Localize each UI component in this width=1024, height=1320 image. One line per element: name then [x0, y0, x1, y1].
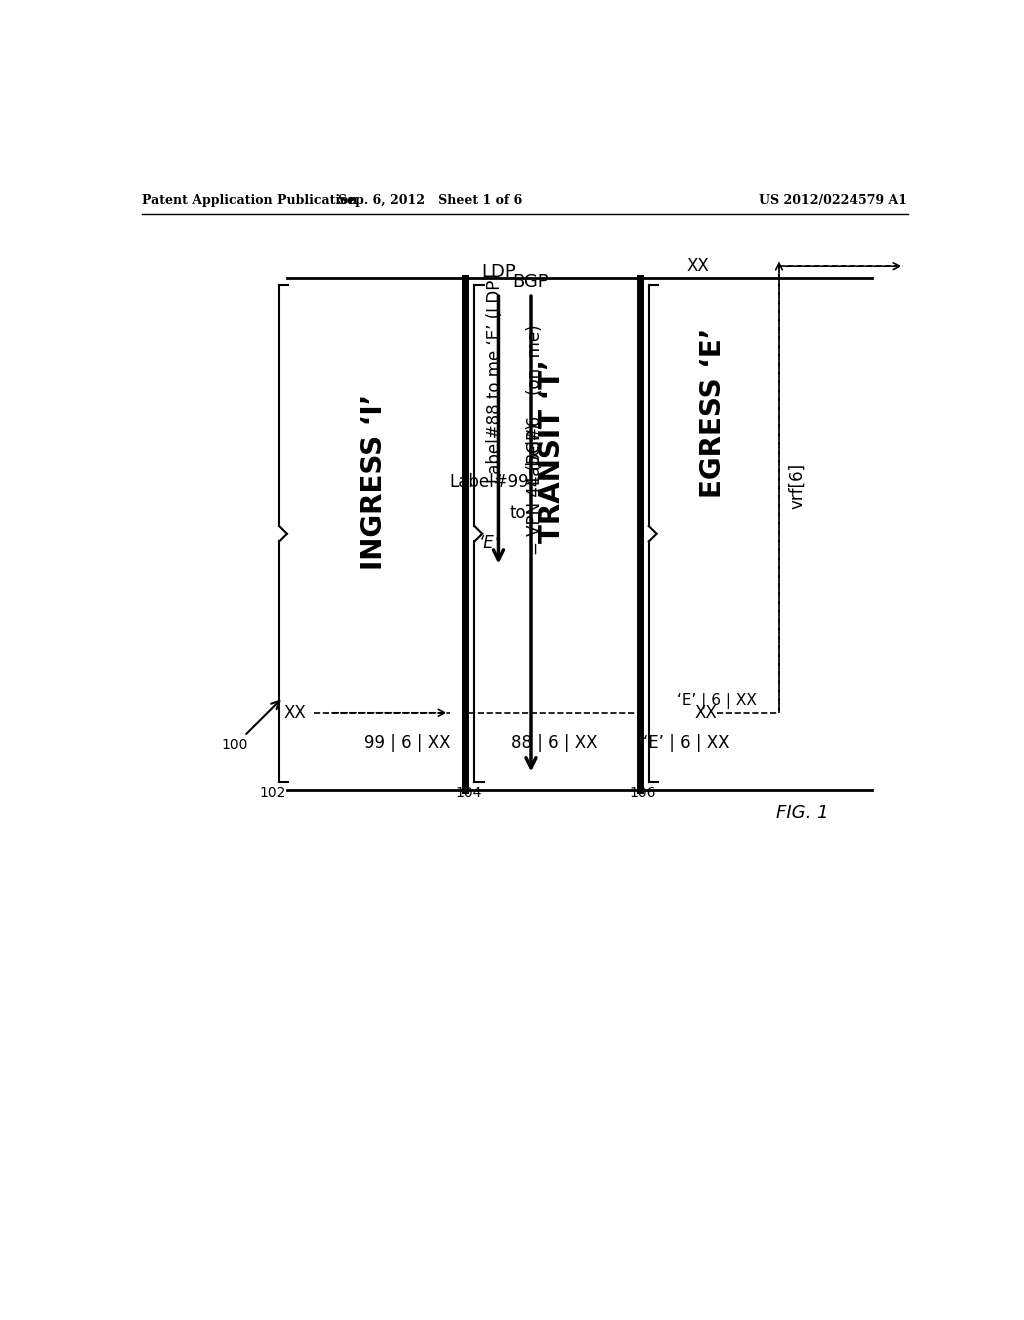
Text: XX: XX: [694, 704, 717, 722]
Text: XX: XX: [284, 704, 306, 722]
Text: Label#88 to me ‘E’ (LDP): Label#88 to me ‘E’ (LDP): [485, 273, 504, 483]
Text: to: to: [510, 504, 526, 521]
Text: LDP: LDP: [481, 264, 516, 281]
Text: US 2012/0224579 A1: US 2012/0224579 A1: [759, 194, 907, 207]
Text: FIG. 1: FIG. 1: [776, 804, 828, 822]
Text: 88 | 6 | XX: 88 | 6 | XX: [511, 734, 597, 752]
Text: ‘E’ | 6 | XX: ‘E’ | 6 | XX: [643, 734, 729, 752]
Text: Label#99: Label#99: [450, 473, 529, 491]
Text: EGRESS ‘E’: EGRESS ‘E’: [699, 327, 727, 498]
Text: Sep. 6, 2012   Sheet 1 of 6: Sep. 6, 2012 Sheet 1 of 6: [338, 194, 522, 207]
Text: BGP: BGP: [513, 273, 549, 290]
Text: 99 | 6 | XX: 99 | 6 | XX: [364, 734, 451, 752]
Text: Label#6    (on  me): Label#6 (on me): [526, 325, 544, 486]
Text: ‘E’ | 6 | XX: ‘E’ | 6 | XX: [677, 693, 757, 709]
Text: = VPN 44 (BGP): = VPN 44 (BGP): [526, 424, 544, 556]
Text: Patent Application Publication: Patent Application Publication: [142, 194, 357, 207]
Text: ‘E’: ‘E’: [478, 535, 500, 552]
Text: 106: 106: [630, 785, 655, 800]
Text: TRANSIT ‘T’: TRANSIT ‘T’: [539, 359, 566, 543]
Text: 104: 104: [455, 785, 481, 800]
Text: XX: XX: [686, 257, 710, 275]
Text: 100: 100: [222, 738, 248, 752]
Text: INGRESS ‘I’: INGRESS ‘I’: [360, 393, 388, 570]
Text: 102: 102: [260, 785, 286, 800]
Text: vrf[6]: vrf[6]: [788, 462, 806, 508]
